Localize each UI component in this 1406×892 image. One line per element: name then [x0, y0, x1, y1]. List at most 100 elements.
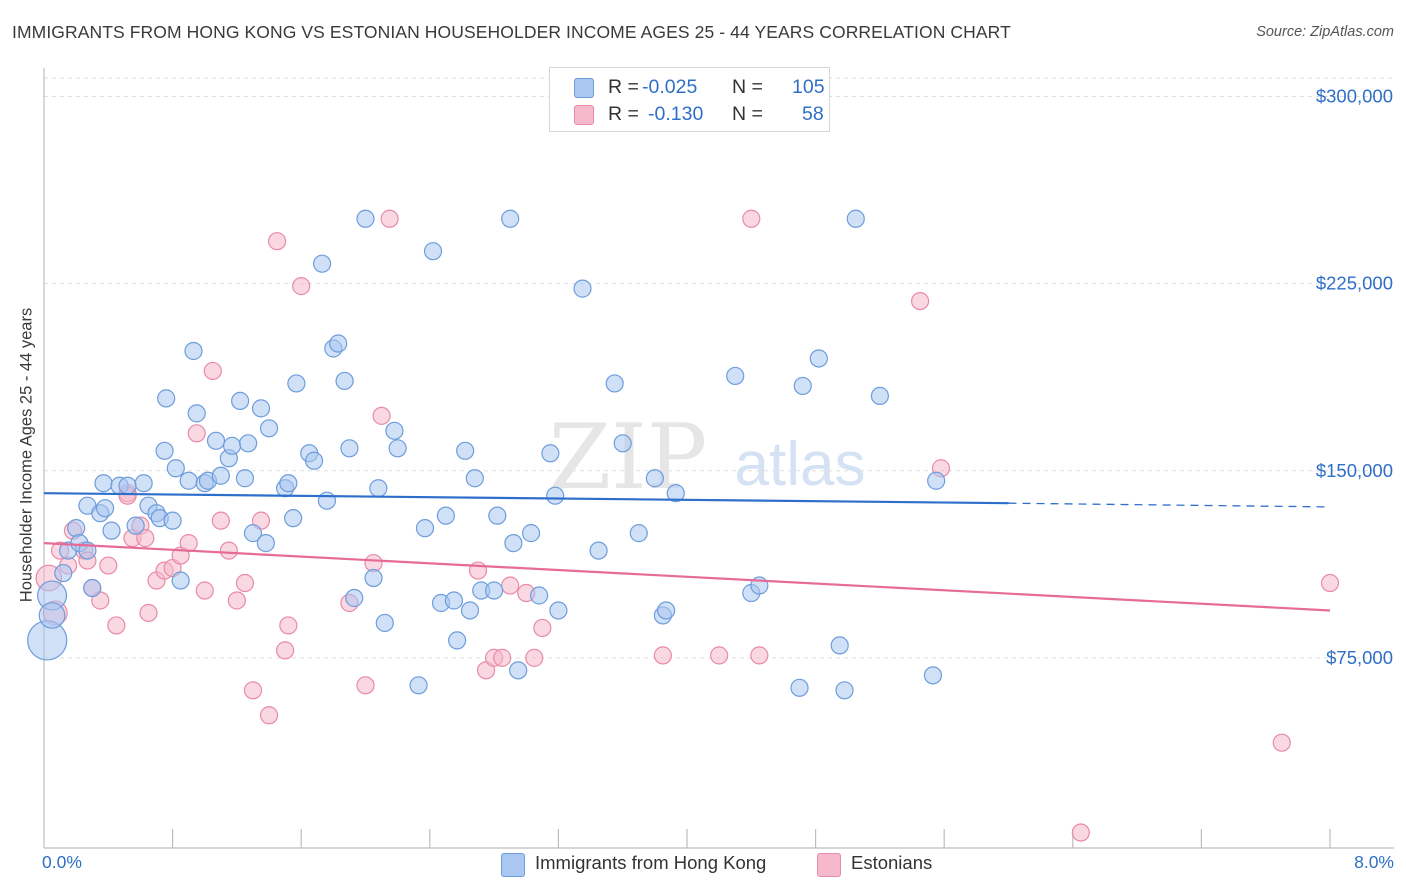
hong-kong-point [340, 439, 359, 458]
y-tick-label: $75,000 [1326, 647, 1393, 668]
hong-kong-point [243, 524, 263, 543]
hong-kong-point [94, 474, 113, 493]
hong-kong-point [605, 374, 624, 393]
estonians-point [195, 581, 214, 600]
hong-kong-point [259, 419, 279, 438]
r-label: R = [608, 76, 639, 98]
n-label: N = [732, 103, 763, 125]
hong-kong-point [488, 506, 507, 525]
y-tick-label: $150,000 [1316, 460, 1393, 481]
hong-kong-point [726, 366, 745, 386]
hong-kong-trend-extension [1008, 502, 1331, 508]
hong-kong-point [166, 459, 185, 478]
hong-kong-point [809, 349, 828, 368]
hong-kong-point [157, 389, 176, 408]
estonians-point [292, 277, 311, 296]
hong-kong-point [573, 279, 592, 298]
estonians-point [136, 529, 155, 548]
n-label: N = [732, 76, 763, 98]
legend-swatch-estonians [817, 853, 841, 877]
hong-kong-point [388, 439, 407, 458]
y-axis-label: Householder Income Ages 25 - 44 years [17, 307, 36, 603]
hong-kong-point [83, 578, 102, 598]
hong-kong-point [222, 436, 242, 455]
hong-kong-point [171, 571, 190, 590]
estonians-point [710, 646, 729, 665]
hong-kong-point [317, 491, 337, 510]
estonians-trend-line [43, 542, 1331, 612]
hong-kong-point [835, 681, 854, 700]
hong-kong-point [304, 451, 324, 470]
hong-kong-points [27, 209, 946, 700]
hong-kong-point [385, 421, 404, 440]
estonians-point [139, 603, 158, 623]
estonians-point [910, 291, 930, 311]
estonians-point [750, 646, 769, 665]
estonians-point [276, 641, 295, 660]
r-label: R = [608, 103, 639, 125]
estonians-points [35, 209, 1340, 842]
hong-kong-point [460, 601, 480, 620]
hong-kong-point [423, 242, 443, 261]
hong-kong-point [312, 254, 332, 273]
gridlines [44, 77, 1394, 659]
hong-kong-point [235, 469, 255, 488]
hong-kong-point [54, 563, 73, 583]
hong-kong-point [206, 431, 226, 450]
estonians-point [380, 209, 399, 228]
hong-kong-point [118, 476, 137, 495]
estonians-point [227, 591, 246, 610]
hong-kong-point [504, 534, 523, 553]
hong-kong-point [211, 466, 230, 485]
hong-kong-point [509, 661, 528, 680]
hong-kong-point [657, 601, 676, 620]
hong-kong-point [666, 484, 685, 503]
hong-kong-point [444, 591, 464, 610]
hong-kong-point [415, 519, 435, 538]
hong-kong-point [790, 678, 809, 697]
hong-kong-point [67, 519, 86, 538]
hong-kong-point [335, 371, 354, 391]
legend-label: Immigrants from Hong Kong [535, 852, 767, 873]
hong-kong-point [521, 524, 541, 543]
hong-kong-point [102, 521, 121, 540]
estonians-point [259, 706, 279, 725]
hong-kong-point [251, 399, 271, 418]
r-value: -0.130 [648, 103, 704, 125]
estonians-point [99, 556, 118, 575]
hong-kong-point [870, 386, 890, 405]
estonians-point [243, 681, 263, 700]
hong-kong-point [830, 636, 849, 655]
hong-kong-point [126, 516, 145, 535]
estonians-point [235, 573, 255, 593]
hong-kong-point [589, 541, 608, 560]
hong-kong-point [187, 404, 206, 423]
hong-kong-point [95, 499, 115, 518]
y-tick-labels: $75,000 $150,000 $225,000 $300,000 [1316, 86, 1393, 668]
hong-kong-point [546, 486, 565, 505]
estonians-point [356, 676, 375, 695]
estonians-point [372, 406, 391, 425]
estonians-point [493, 648, 512, 667]
hong-kong-point [184, 341, 203, 361]
estonians-point [203, 361, 222, 381]
estonians-point [211, 511, 230, 530]
hong-kong-point [501, 209, 520, 228]
n-value: 58 [802, 103, 824, 125]
estonians-point [1272, 733, 1291, 752]
hong-kong-point [155, 441, 174, 460]
hong-kong-point [927, 471, 946, 490]
estonians-point [279, 616, 298, 635]
estonians-point [187, 424, 206, 443]
hong-kong-point [465, 469, 484, 488]
estonians-point [501, 576, 520, 595]
trend-lines [43, 492, 1331, 612]
stats-swatch-estonians [574, 105, 594, 125]
stats-swatch-hong-kong [574, 78, 594, 98]
hong-kong-point [485, 581, 504, 600]
hong-kong-point [256, 534, 275, 553]
n-value: 105 [792, 76, 825, 98]
hong-kong-point [356, 209, 375, 228]
hong-kong-point [923, 666, 943, 685]
legend-label: Estonians [851, 852, 933, 873]
